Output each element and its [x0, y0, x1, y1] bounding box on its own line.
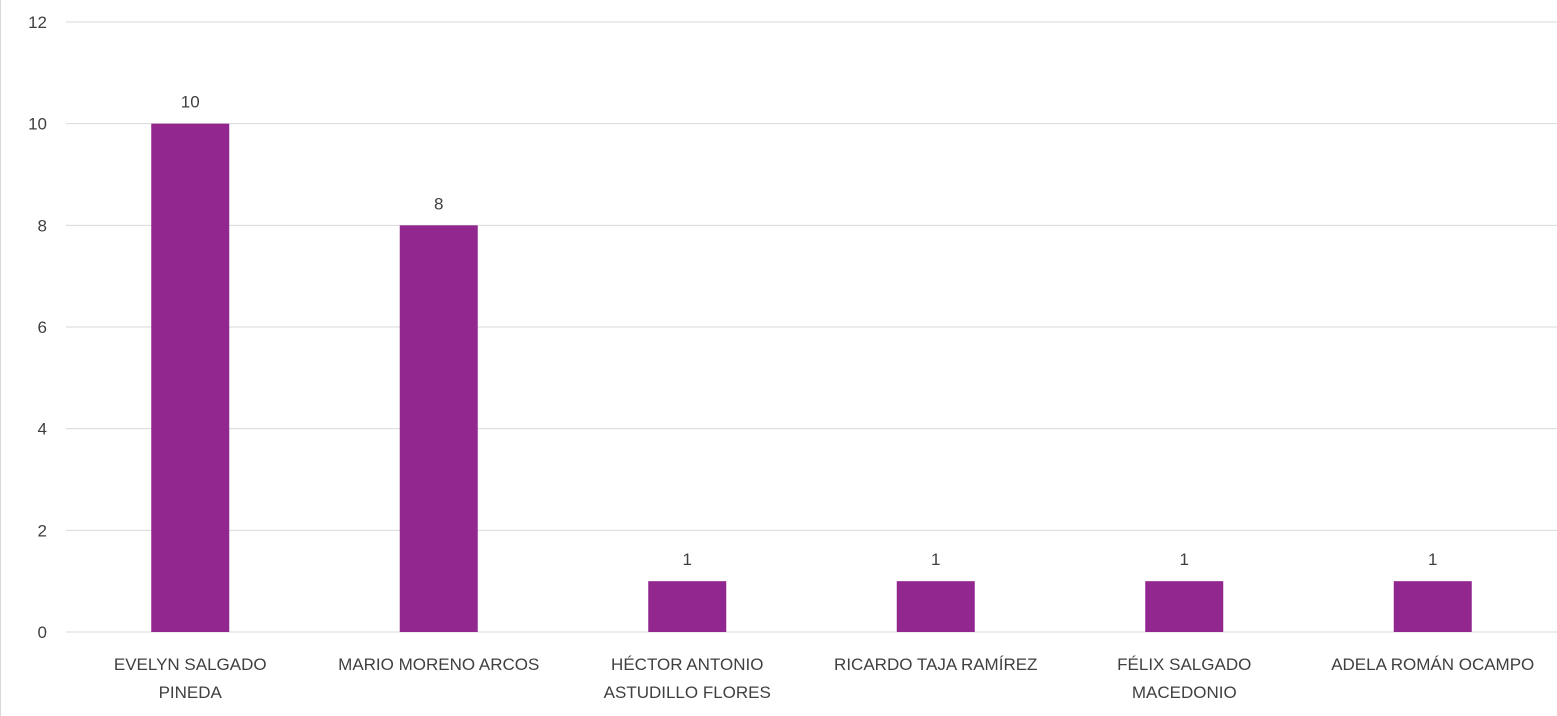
x-tick-label: MARIO MORENO ARCOS: [338, 655, 539, 674]
x-tick-label: EVELYN SALGADO: [114, 655, 267, 674]
x-tick-label: ADELA ROMÁN OCAMPO: [1331, 655, 1534, 674]
y-tick-label: 0: [38, 623, 47, 642]
data-label: 8: [434, 194, 443, 213]
x-tick-label: RICARDO TAJA RAMÍREZ: [834, 655, 1037, 674]
bar: [1145, 581, 1224, 632]
y-tick-label: 8: [38, 216, 47, 235]
y-tick-label: 6: [38, 318, 47, 337]
data-label: 1: [1180, 550, 1189, 569]
y-tick-label: 4: [38, 420, 47, 439]
x-tick-label: FÉLIX SALGADO: [1117, 655, 1251, 674]
x-tick-label: PINEDA: [159, 683, 223, 702]
x-tick-label: MACEDONIO: [1132, 683, 1237, 702]
y-tick-label: 2: [38, 521, 47, 540]
data-label: 1: [1428, 550, 1437, 569]
y-tick-label: 10: [28, 115, 47, 134]
bar: [648, 581, 727, 632]
x-tick-label: ASTUDILLO FLORES: [604, 683, 771, 702]
data-label: 10: [181, 93, 200, 112]
bar: [399, 225, 478, 633]
data-label: 1: [683, 550, 692, 569]
bar: [151, 123, 230, 633]
bar: [896, 581, 975, 632]
data-label: 1: [931, 550, 940, 569]
x-tick-label: HÉCTOR ANTONIO: [611, 655, 763, 674]
bar: [1393, 581, 1472, 632]
y-tick-label: 12: [28, 13, 47, 32]
chart-left-border: [0, 0, 1, 716]
